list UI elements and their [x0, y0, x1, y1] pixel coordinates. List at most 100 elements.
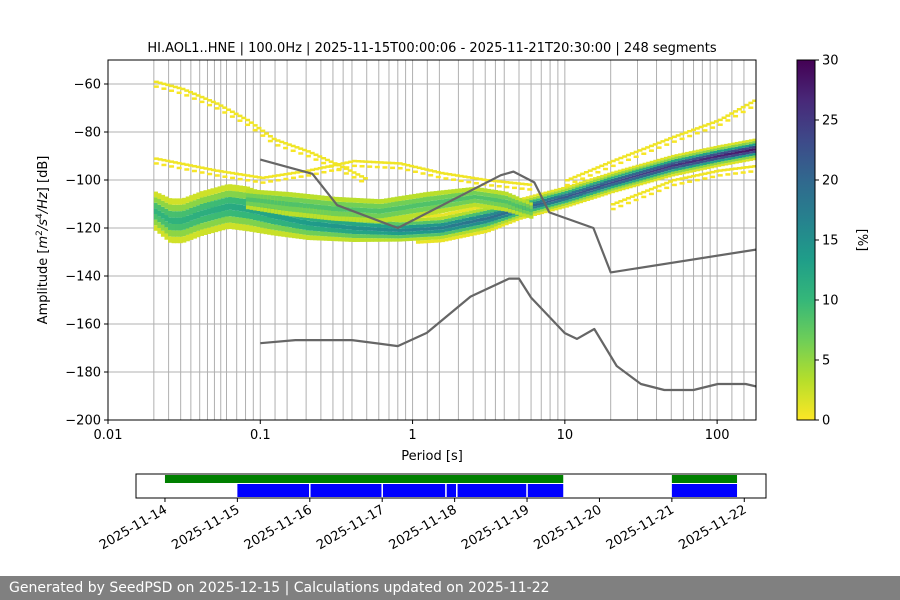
density-cell	[447, 193, 452, 199]
density-cell	[610, 173, 615, 177]
density-cell	[688, 155, 693, 159]
density-cell	[582, 190, 587, 193]
density-cell	[206, 221, 212, 228]
density-cell	[256, 226, 261, 234]
sparse-cell	[496, 185, 502, 188]
density-cell	[454, 197, 460, 202]
density-cell	[561, 191, 566, 195]
sparse-cell	[618, 199, 624, 203]
sparse-cell	[725, 173, 731, 176]
density-cell	[203, 228, 208, 235]
density-cell	[309, 203, 314, 209]
density-cell	[440, 208, 445, 213]
density-cell	[256, 189, 261, 195]
density-cell	[508, 215, 513, 219]
sparse-cell	[390, 161, 396, 165]
density-cell	[444, 222, 449, 226]
density-cell	[660, 165, 665, 168]
colorbar-label: [%]	[854, 229, 869, 252]
density-cell	[667, 158, 672, 161]
density-cell	[376, 208, 382, 214]
density-cell	[359, 202, 364, 208]
sparse-cell	[161, 87, 167, 90]
density-cell	[444, 189, 449, 195]
density-cell	[525, 207, 530, 211]
sparse-cell	[283, 146, 289, 150]
density-cell	[327, 205, 332, 211]
density-cell	[408, 213, 414, 219]
density-cell	[589, 195, 594, 198]
density-cell	[316, 231, 321, 236]
density-cell	[284, 210, 290, 216]
density-cell	[462, 231, 467, 235]
density-cell	[299, 229, 304, 235]
density-cell	[274, 230, 279, 236]
density-cell	[284, 206, 290, 211]
density-cell	[412, 224, 417, 228]
density-cell	[557, 204, 562, 208]
density-cell	[561, 206, 566, 209]
sparse-cell	[652, 186, 658, 189]
sparse-cell	[305, 150, 311, 153]
density-cell	[426, 239, 431, 244]
density-cell	[355, 238, 360, 242]
density-cell	[731, 152, 736, 155]
density-cell	[454, 226, 460, 230]
chart-title: HI.AOL1..HNE | 100.0Hz | 2025-11-15T00:0…	[147, 41, 717, 56]
density-cell	[345, 197, 350, 203]
sparse-cell	[428, 169, 434, 172]
density-cell	[529, 202, 534, 206]
density-cell	[578, 195, 584, 199]
density-cell	[295, 192, 300, 198]
sparse-cell	[397, 166, 403, 170]
density-cell	[270, 224, 275, 230]
density-cell	[260, 221, 265, 228]
density-cell	[316, 214, 321, 220]
density-cell	[493, 211, 499, 215]
density-cell	[646, 180, 651, 184]
sparse-cell	[340, 165, 346, 169]
colorbar-tick-label: 30	[822, 54, 839, 69]
density-cell	[741, 155, 746, 158]
sparse-cell	[626, 153, 631, 157]
coverage-gap	[456, 484, 458, 497]
density-cell	[717, 150, 722, 153]
sparse-cell	[610, 207, 616, 211]
density-cell	[366, 203, 371, 209]
density-cell	[373, 227, 378, 231]
density-cell	[430, 214, 435, 218]
density-cell	[642, 181, 647, 185]
density-cell	[709, 163, 715, 166]
density-cell	[249, 189, 254, 194]
density-cell	[748, 156, 754, 159]
density-cell	[175, 204, 180, 212]
density-cell	[394, 238, 399, 242]
density-cell	[437, 209, 442, 214]
density-cell	[483, 230, 488, 234]
density-cell	[341, 220, 346, 225]
density-cell	[483, 214, 488, 218]
coverage-bar-green	[164, 475, 564, 483]
density-cell	[352, 234, 357, 239]
density-cell	[341, 206, 346, 212]
density-cell	[433, 217, 438, 221]
density-cell	[511, 206, 516, 210]
density-cell	[352, 207, 357, 213]
sparse-cell	[626, 158, 631, 162]
density-cell	[153, 225, 158, 231]
density-cell	[593, 191, 598, 194]
sparse-cell	[610, 159, 616, 163]
density-cell	[458, 225, 463, 229]
sparse-cell	[736, 108, 742, 111]
density-cell	[486, 196, 491, 201]
density-cell	[175, 217, 180, 224]
density-cell	[578, 200, 584, 204]
sparse-cell	[748, 106, 754, 109]
density-cell	[348, 197, 353, 203]
density-cell	[660, 160, 665, 163]
density-cell	[423, 220, 428, 225]
density-cell	[426, 220, 431, 224]
density-cell	[582, 182, 587, 186]
sparse-cell	[702, 124, 708, 127]
sparse-cell	[355, 160, 361, 163]
